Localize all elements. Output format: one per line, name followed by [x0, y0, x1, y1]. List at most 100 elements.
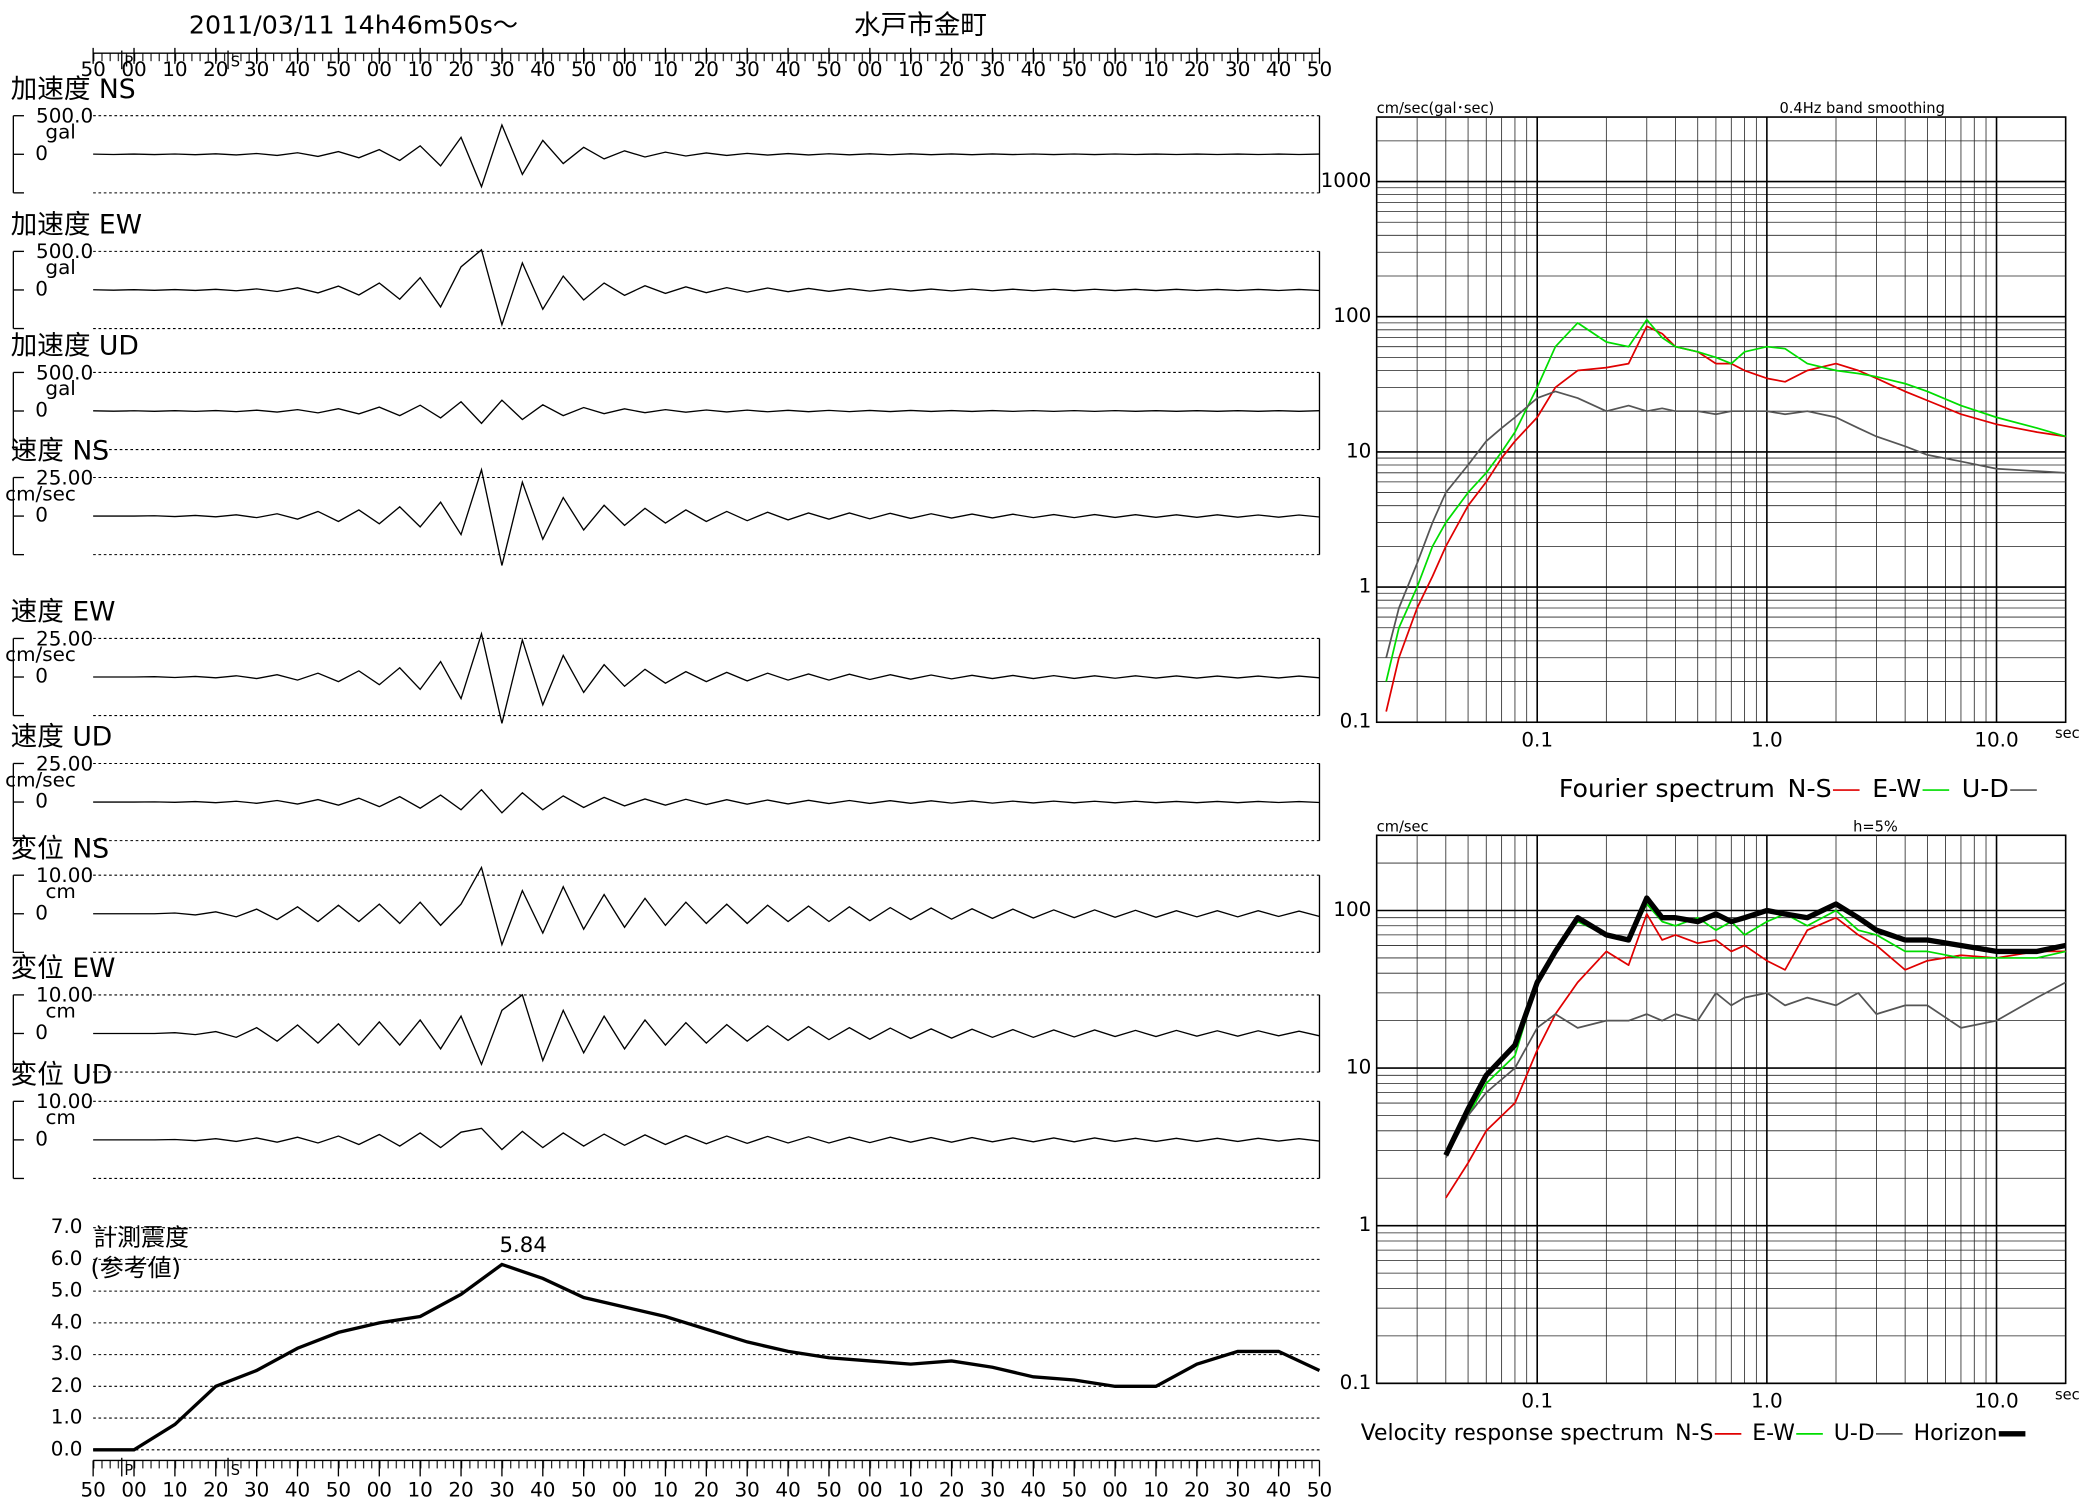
x-tick-label: 20 [1184, 1478, 1209, 1502]
waveform [93, 865, 1320, 947]
y-tick-label: 0.1 [1340, 709, 1372, 733]
x-tick-label: 10.0 [1974, 727, 2018, 751]
legend-label: E-W [1872, 774, 1921, 803]
x-tick-label: 10 [407, 1478, 432, 1502]
y-tick-label: 0 [35, 276, 48, 300]
trace-name: 変位 UD [11, 1060, 113, 1091]
x-tick-label: 00 [857, 1478, 882, 1502]
y-tick-label: 0 [35, 664, 48, 688]
unit-label: cm/sec [5, 642, 76, 666]
x-unit: sec [2055, 725, 2079, 742]
note: 0.4Hz band smoothing [1779, 100, 1944, 117]
x-tick-label: 00 [612, 57, 637, 81]
y-tick-label: 0.0 [51, 1436, 83, 1460]
unit-label: gal [45, 255, 75, 279]
x-tick-label: 10 [162, 1478, 187, 1502]
x-tick-label: 50 [80, 57, 105, 81]
x-tick-label: 00 [857, 57, 882, 81]
x-tick-label: 50 [571, 1478, 596, 1502]
x-tick-label: 00 [121, 57, 146, 81]
x-tick-label: 20 [448, 1478, 473, 1502]
x-tick-label: 50 [1307, 1478, 1332, 1502]
note: h=5% [1853, 818, 1898, 835]
phase-label: P [124, 54, 133, 71]
x-tick-label: 20 [203, 57, 228, 81]
y-tick-label: 0 [35, 1020, 48, 1044]
trace-name: 加速度 EW [11, 210, 142, 241]
waveform [93, 399, 1320, 425]
intensity-line [93, 1262, 1321, 1452]
x-tick-label: 30 [489, 1478, 514, 1502]
x-tick-label: 00 [367, 57, 392, 81]
x-tick-label: 40 [1021, 1478, 1046, 1502]
trace-name: 加速度 UD [11, 331, 139, 362]
unit-label: cm [45, 1105, 75, 1129]
x-unit: sec [2055, 1386, 2079, 1403]
x-tick-label: 30 [489, 57, 514, 81]
x-tick-label: 50 [1062, 57, 1087, 81]
x-tick-label: 50 [816, 1478, 841, 1502]
x-tick-label: 50 [571, 57, 596, 81]
spectrum-line [1385, 390, 2066, 658]
y-tick-label: 6.0 [51, 1246, 83, 1270]
waveform [93, 631, 1320, 724]
spectrum-line [1385, 318, 2066, 682]
x-tick-label: 10 [898, 57, 923, 81]
phase-label: S [231, 54, 240, 71]
trace-name: 速度 UD [11, 722, 113, 753]
x-tick-label: 20 [203, 1478, 228, 1502]
x-tick-label: 20 [694, 57, 719, 81]
x-tick-label: 30 [1225, 57, 1250, 81]
y-tick-label: 0.1 [1340, 1370, 1372, 1394]
y-tick-label: 0 [35, 900, 48, 924]
x-tick-label: 30 [244, 57, 269, 81]
y-tick-label: 3.0 [51, 1341, 83, 1365]
x-tick-label: 20 [448, 57, 473, 81]
x-tick-label: 10 [1143, 57, 1168, 81]
phase-label: S [231, 1462, 240, 1479]
x-tick-label: 50 [326, 1478, 351, 1502]
x-tick-label: 40 [1021, 57, 1046, 81]
x-tick-label: 00 [612, 1478, 637, 1502]
x-tick-label: 10.0 [1974, 1388, 2018, 1412]
y-tick-label: 500.0 [36, 360, 93, 384]
waveform [93, 123, 1320, 189]
trace-name: 加速度 NS [11, 74, 136, 105]
y-axis-label-note: (参考値) [90, 1254, 181, 1282]
station-name: 水戸市金町 [854, 10, 987, 41]
y-tick-label: 1000 [1321, 168, 1372, 192]
x-tick-label: 10 [898, 1478, 923, 1502]
waveform [93, 248, 1320, 327]
y-tick-label: 25.00 [36, 465, 93, 489]
y-tick-label: 10.00 [36, 863, 93, 887]
y-axis-label: 計測震度 [93, 1223, 189, 1251]
x-tick-label: 30 [244, 1478, 269, 1502]
y-tick-label: 10 [1346, 438, 1371, 462]
x-tick-label: 10 [653, 57, 678, 81]
x-tick-label: 40 [1266, 1478, 1291, 1502]
x-tick-label: 00 [1102, 57, 1127, 81]
record-datetime: 2011/03/11 14h46m50s〜 [189, 11, 518, 40]
legend-label: N-S [1675, 1421, 1713, 1446]
unit-label: gal [45, 376, 75, 400]
y-tick-label: 500.0 [36, 239, 93, 263]
legend-title: Velocity response spectrum [1361, 1421, 1664, 1446]
legend-label: Horizon [1914, 1421, 1998, 1446]
legend-title: Fourier spectrum [1559, 774, 1775, 803]
x-tick-label: 40 [775, 57, 800, 81]
y-unit: cm/sec(gal･sec) [1377, 100, 1495, 117]
y-tick-label: 0 [35, 141, 48, 165]
waveform [93, 467, 1320, 566]
x-tick-label: 0.1 [1521, 1388, 1553, 1412]
y-tick-label: 0 [35, 789, 48, 813]
y-tick-label: 1 [1359, 1212, 1372, 1236]
peak-label: 5.84 [500, 1233, 547, 1258]
trace-name: 速度 NS [11, 436, 109, 467]
y-tick-label: 10.00 [36, 1089, 93, 1113]
spectrum-line [1445, 981, 2067, 1159]
x-tick-label: 10 [407, 57, 432, 81]
legend-label: U-D [1834, 1421, 1875, 1446]
x-tick-label: 40 [530, 57, 555, 81]
y-tick-label: 1 [1359, 574, 1372, 598]
x-tick-label: 40 [285, 57, 310, 81]
